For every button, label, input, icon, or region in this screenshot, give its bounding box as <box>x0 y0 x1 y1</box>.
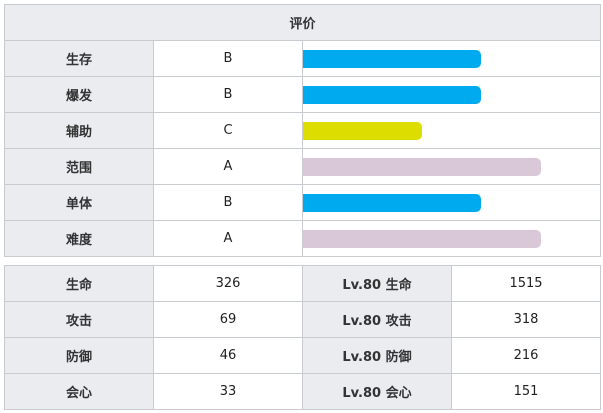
rating-row: 单体 B <box>4 184 602 221</box>
rating-grade: A <box>153 220 303 257</box>
stat-row: 防御 46 Lv.80 防御 216 <box>4 337 601 374</box>
rating-label: 生存 <box>4 40 154 77</box>
stat-label: 防御 <box>4 337 154 374</box>
rating-label: 难度 <box>4 220 154 257</box>
rating-bar-cell <box>301 112 602 149</box>
stat-label: 攻击 <box>4 301 154 338</box>
rating-bar <box>303 229 541 248</box>
rating-grade: A <box>153 148 303 185</box>
rating-label: 爆发 <box>4 76 154 113</box>
rating-bar <box>303 49 482 68</box>
stat-lv-value: 1515 <box>451 265 601 302</box>
stat-lv-label: Lv.80 防御 <box>302 337 452 374</box>
stat-lv-label: Lv.80 生命 <box>302 265 452 302</box>
stat-lv-value: 216 <box>451 337 601 374</box>
stats-table: 生命 326 Lv.80 生命 1515 攻击 69 Lv.80 攻击 318 … <box>4 265 601 410</box>
rating-bar <box>303 121 422 140</box>
rating-bar <box>303 157 541 176</box>
rating-label: 范围 <box>4 148 154 185</box>
stat-value: 33 <box>153 373 303 410</box>
rating-bar <box>303 193 482 212</box>
rating-row: 难度 A <box>4 220 602 257</box>
rating-bar-cell <box>301 76 602 113</box>
stat-lv-label: Lv.80 会心 <box>302 373 452 410</box>
stat-row: 会心 33 Lv.80 会心 151 <box>4 373 601 410</box>
stat-row: 生命 326 Lv.80 生命 1515 <box>4 265 601 302</box>
rating-grade: B <box>153 40 303 77</box>
rating-label: 单体 <box>4 184 154 221</box>
rating-bar-cell <box>301 184 602 221</box>
stat-lv-value: 318 <box>451 301 601 338</box>
stat-value: 326 <box>153 265 303 302</box>
rating-grade: B <box>153 184 303 221</box>
rating-table: 评价 生存 B 爆发 B 辅助 C 范围 A 单体 B 难度 <box>3 4 602 257</box>
stat-lv-label: Lv.80 攻击 <box>302 301 452 338</box>
stat-label: 会心 <box>4 373 154 410</box>
rating-grade: C <box>153 112 303 149</box>
rating-bar-cell <box>301 148 602 185</box>
rating-bar <box>303 85 482 104</box>
stat-lv-value: 151 <box>451 373 601 410</box>
rating-bar-cell <box>301 40 602 77</box>
rating-row: 爆发 B <box>4 76 602 113</box>
stat-value: 46 <box>153 337 303 374</box>
rating-grade: B <box>153 76 303 113</box>
rating-label: 辅助 <box>4 112 154 149</box>
rating-bar-cell <box>301 220 602 257</box>
stat-row: 攻击 69 Lv.80 攻击 318 <box>4 301 601 338</box>
rating-row: 范围 A <box>4 148 602 185</box>
stat-value: 69 <box>153 301 303 338</box>
rating-row: 生存 B <box>4 40 602 77</box>
rating-row: 辅助 C <box>4 112 602 149</box>
rating-title: 评价 <box>3 4 602 41</box>
stat-label: 生命 <box>4 265 154 302</box>
